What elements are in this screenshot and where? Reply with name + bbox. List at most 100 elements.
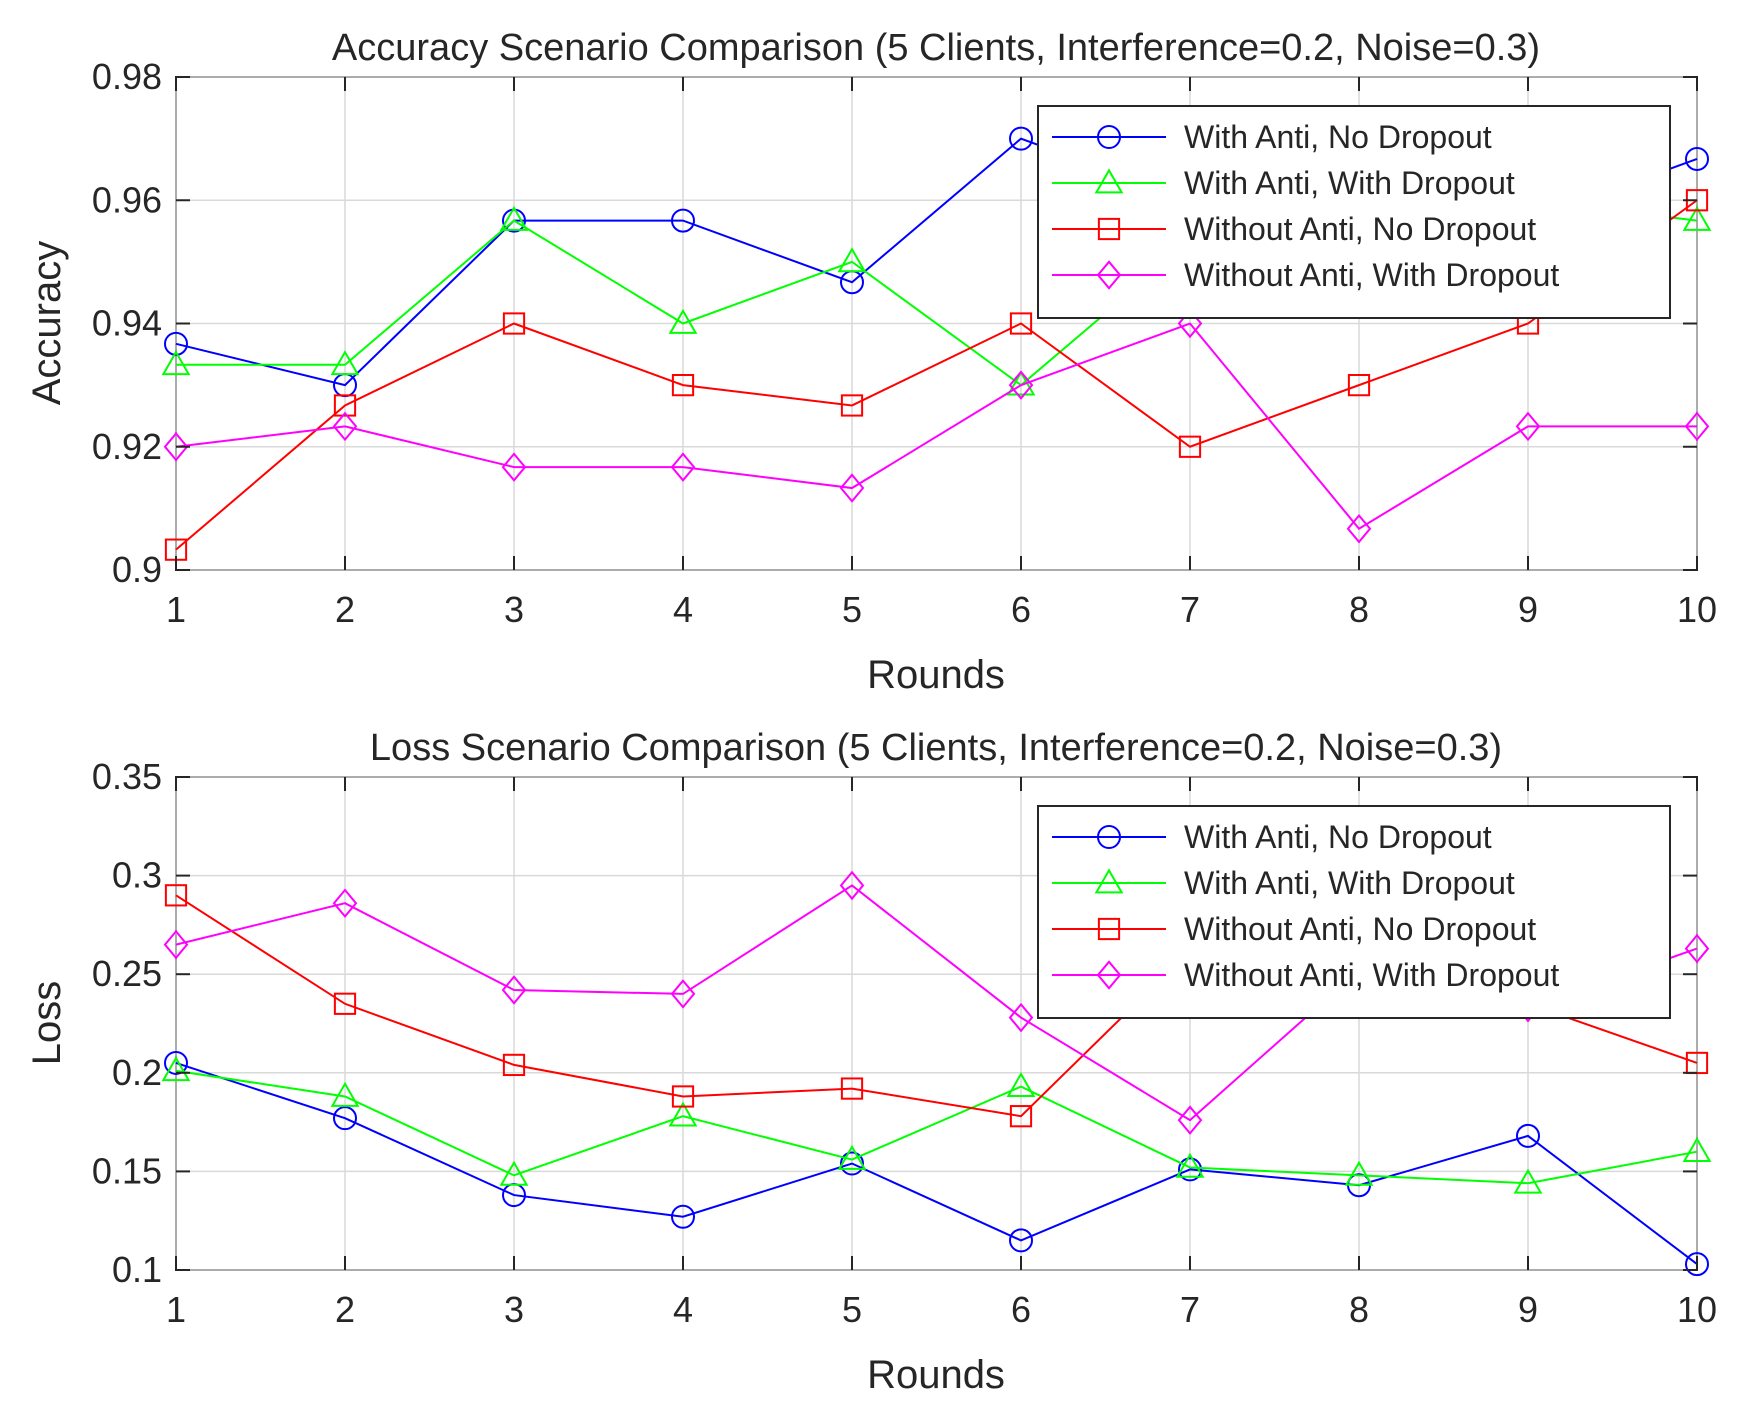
accuracy-data-point-without-anti-with-dropout <box>501 452 527 482</box>
accuracy-data-point-without-anti-no-dropout <box>1009 312 1033 335</box>
accuracy-y-tick-label: 0.94 <box>92 303 162 344</box>
loss-data-point-without-anti-with-dropout <box>1008 1002 1034 1033</box>
loss-data-point-without-anti-no-dropout <box>502 1053 526 1077</box>
loss-data-point-with-anti-no-dropout <box>333 1106 357 1131</box>
accuracy-y-axis-label: Accuracy <box>25 241 69 406</box>
loss-y-tick-label: 0.35 <box>92 756 162 797</box>
accuracy-x-tick-label: 5 <box>842 589 862 630</box>
loss-data-point-with-anti-with-dropout <box>330 1081 360 1107</box>
loss-x-tick-label: 4 <box>673 1289 693 1330</box>
loss-x-tick-label: 3 <box>504 1289 524 1330</box>
loss-data-point-with-anti-with-dropout <box>161 1056 191 1082</box>
loss-y-ticks: 0.1 0.15 0.2 0.25 0.3 0.35 <box>92 756 1697 1290</box>
accuracy-data-point-without-anti-with-dropout <box>332 411 358 442</box>
loss-x-tick-label: 8 <box>1349 1289 1369 1330</box>
accuracy-legend-label-with-anti-with-dropout: With Anti, With Dropout <box>1184 165 1515 201</box>
accuracy-y-ticks: 0.9 0.92 0.94 0.96 0.98 <box>92 56 1697 590</box>
loss-data-point-with-anti-with-dropout <box>1175 1152 1205 1178</box>
loss-y-tick-label: 0.2 <box>112 1052 162 1093</box>
loss-x-ticks: 1 2 3 4 5 6 7 8 9 10 <box>166 777 1717 1330</box>
accuracy-x-tick-label: 2 <box>335 589 355 630</box>
loss-data-point-without-anti-no-dropout <box>164 884 188 907</box>
loss-legend-label-without-anti-no-dropout: Without Anti, No Dropout <box>1184 911 1536 947</box>
loss-data-point-with-anti-with-dropout <box>1682 1137 1712 1163</box>
loss-legend-label-without-anti-with-dropout: Without Anti, With Dropout <box>1184 957 1559 993</box>
accuracy-data-point-without-anti-with-dropout <box>670 452 696 482</box>
accuracy-data-point-without-anti-no-dropout <box>840 394 864 417</box>
loss-data-point-with-anti-with-dropout <box>1513 1168 1543 1194</box>
loss-legend: With Anti, No Dropout With Anti, With Dro… <box>1037 805 1671 1019</box>
accuracy-x-tick-label: 6 <box>1011 589 1031 630</box>
accuracy-legend-marker-without-anti-with-dropout <box>1096 260 1122 290</box>
loss-legend-label-with-anti-no-dropout: With Anti, No Dropout <box>1184 819 1492 855</box>
loss-x-tick-label: 5 <box>842 1289 862 1330</box>
accuracy-data-point-without-anti-no-dropout <box>333 394 357 417</box>
accuracy-y-tick-label: 0.9 <box>112 549 162 590</box>
loss-data-point-with-anti-no-dropout <box>164 1050 188 1075</box>
accuracy-legend-box <box>1037 105 1671 319</box>
loss-data-point-with-anti-with-dropout <box>837 1144 867 1170</box>
accuracy-data-point-without-anti-with-dropout <box>1008 370 1034 400</box>
loss-x-axis-label: Rounds <box>867 1353 1005 1397</box>
accuracy-series-line-without-anti-no-dropout <box>175 199 1698 551</box>
loss-data-point-with-anti-no-dropout <box>1516 1123 1540 1148</box>
accuracy-data-point-without-anti-with-dropout <box>839 473 865 503</box>
loss-x-tick-label: 7 <box>1180 1289 1200 1330</box>
loss-data-point-without-anti-with-dropout <box>1177 1105 1203 1135</box>
loss-data-point-without-anti-with-dropout <box>163 929 189 960</box>
accuracy-legend: With Anti, No Dropout With Anti, With Dro… <box>1037 105 1671 319</box>
accuracy-data-point-without-anti-with-dropout <box>1177 308 1203 339</box>
accuracy-series-line-without-anti-with-dropout <box>175 322 1697 531</box>
accuracy-data-point-without-anti-no-dropout <box>1347 374 1371 397</box>
loss-legend-marker-with-anti-no-dropout <box>1097 825 1121 849</box>
loss-y-tick-label: 0.15 <box>92 1150 162 1191</box>
accuracy-x-tick-label: 3 <box>504 589 524 630</box>
accuracy-y-tick-label: 0.96 <box>92 179 162 220</box>
accuracy-legend-label-without-anti-with-dropout: Without Anti, With Dropout <box>1184 257 1559 293</box>
accuracy-data-point-with-anti-with-dropout <box>1682 205 1712 231</box>
loss-legend-label-with-anti-with-dropout: With Anti, With Dropout <box>1184 865 1515 901</box>
accuracy-chart-title: Accuracy Scenario Comparison (5 Clients,… <box>332 27 1540 69</box>
accuracy-x-tick-label: 9 <box>1518 589 1538 630</box>
accuracy-data-point-with-anti-with-dropout <box>161 350 191 376</box>
loss-data-point-without-anti-no-dropout <box>671 1085 695 1108</box>
accuracy-data-point-without-anti-no-dropout <box>671 374 695 397</box>
accuracy-x-tick-label: 8 <box>1349 589 1369 630</box>
accuracy-y-tick-label: 0.98 <box>92 56 162 97</box>
loss-data-point-without-anti-no-dropout <box>840 1077 864 1100</box>
accuracy-data-point-with-anti-no-dropout <box>164 331 188 356</box>
accuracy-data-point-with-anti-no-dropout <box>671 208 695 233</box>
loss-data-point-without-anti-with-dropout <box>670 979 696 1009</box>
accuracy-data-point-with-anti-no-dropout <box>1685 146 1709 171</box>
loss-data-point-with-anti-no-dropout <box>1009 1228 1033 1253</box>
loss-y-axis-label: Loss <box>25 981 69 1066</box>
loss-data-point-with-anti-no-dropout <box>1178 1157 1202 1182</box>
accuracy-data-point-with-anti-with-dropout <box>668 308 698 334</box>
accuracy-x-ticks: 1 2 3 4 5 6 7 8 9 10 <box>166 77 1717 630</box>
accuracy-data-point-without-anti-with-dropout <box>163 431 189 462</box>
loss-data-point-with-anti-with-dropout <box>499 1160 529 1186</box>
loss-legend-marker-with-anti-with-dropout <box>1094 868 1124 894</box>
loss-y-tick-label: 0.1 <box>112 1249 162 1290</box>
accuracy-data-point-without-anti-no-dropout <box>1178 435 1202 458</box>
loss-legend-marker-without-anti-no-dropout <box>1097 917 1121 941</box>
loss-x-tick-label: 9 <box>1518 1289 1538 1330</box>
loss-data-point-with-anti-no-dropout <box>840 1151 864 1176</box>
accuracy-legend-marker-with-anti-no-dropout <box>1097 125 1121 149</box>
loss-data-point-without-anti-with-dropout <box>501 975 527 1005</box>
accuracy-legend-label-without-anti-no-dropout: Without Anti, No Dropout <box>1184 211 1536 247</box>
loss-data-point-with-anti-no-dropout <box>671 1204 695 1229</box>
accuracy-x-tick-label: 4 <box>673 589 693 630</box>
loss-grid <box>175 776 1698 1271</box>
loss-x-tick-label: 1 <box>166 1289 186 1330</box>
accuracy-legend-marker-with-anti-with-dropout <box>1094 168 1124 194</box>
loss-data-point-without-anti-with-dropout <box>332 888 358 918</box>
loss-x-tick-label: 2 <box>335 1289 355 1330</box>
loss-panel: 0.1 0.15 0.2 0.25 0.3 0.35 1 2 3 4 5 6 7 8 9 10 Loss S… <box>25 727 1717 1397</box>
loss-data-point-with-anti-with-dropout <box>1344 1160 1374 1186</box>
accuracy-data-point-with-anti-with-dropout <box>499 205 529 231</box>
loss-series-line-with-anti-no-dropout <box>175 1061 1698 1265</box>
accuracy-data-point-with-anti-with-dropout <box>837 247 867 273</box>
loss-x-tick-label: 10 <box>1677 1289 1717 1330</box>
